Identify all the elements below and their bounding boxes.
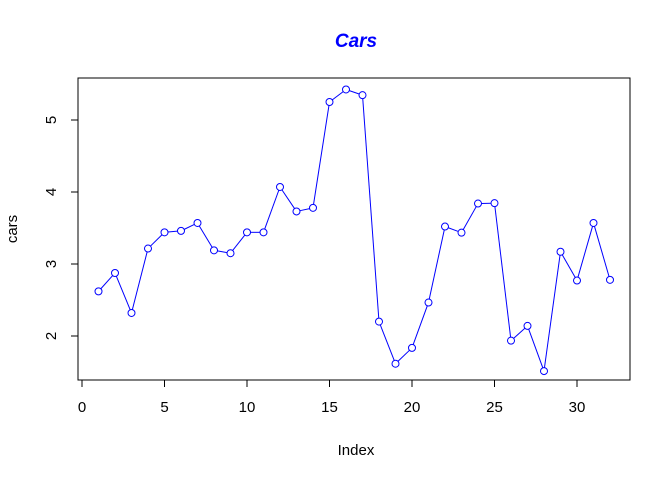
x-axis: 0 5 10 15 20 25 30 [78,379,586,416]
data-point [375,317,383,326]
data-point [226,249,235,258]
data-point [408,343,416,352]
data-point [358,91,367,100]
y-tick-label: 5 [43,116,60,124]
x-tick-label: 5 [160,399,168,416]
data-point [391,359,400,368]
x-tick-label: 0 [78,399,86,416]
data-point [276,182,284,191]
series-line-segment [513,327,526,339]
x-axis-label: Index [338,442,375,459]
y-axis-label: cars [4,215,21,243]
series-line-segment [313,105,330,205]
series-line-segment [593,226,610,277]
data-point [127,308,136,317]
y-tick-label: 3 [43,260,60,268]
data-point [457,228,466,237]
y-tick-label: 2 [43,332,60,340]
series-line-segment [232,234,246,251]
data-point [177,226,185,235]
y-axis: 2 3 4 5 [43,116,79,340]
series-line-segment [331,91,344,101]
data-series [94,85,614,376]
series-line-segment [183,224,195,230]
series-line-segment [150,234,163,247]
data-point [507,336,515,345]
data-point [210,246,218,255]
series-line-segment [428,229,445,300]
y-tick-label: 4 [43,188,60,196]
x-tick-label: 20 [404,399,421,416]
data-point [309,203,317,212]
series-line-segment [462,206,477,230]
series-line-segment [217,250,228,254]
data-point [259,228,268,237]
x-tick-label: 15 [321,399,338,416]
data-point [589,218,598,227]
series-line-segment [543,255,561,368]
data-point [474,199,482,208]
series-line-segment [198,225,213,248]
series-line-segment [494,206,512,338]
series-line-segment [281,189,295,209]
series-line-segment [362,98,380,319]
x-tick-label: 25 [486,399,503,416]
series-line-segment [379,324,395,361]
series-line-segment [528,329,544,368]
series-line-segment [397,349,410,362]
data-point [325,98,334,106]
series-line-segment [577,226,594,278]
data-point [342,85,350,94]
data-point [441,222,449,231]
series-line-segment [299,208,310,212]
data-point [160,228,169,237]
data-point [556,247,565,256]
series-line-segment [264,190,280,230]
series-line-segment [131,251,148,310]
series-line-segment [100,275,114,290]
data-point [94,287,103,296]
series-line-segment [349,90,360,95]
plot-frame [77,77,631,381]
series-line-segment [167,230,178,233]
data-point [523,321,532,330]
data-point [144,244,152,253]
x-tick-label: 30 [569,399,586,416]
series-line-segment [412,305,428,345]
data-point [606,275,614,284]
series-line-segment [448,227,459,232]
data-point [490,199,499,208]
data-point [193,218,202,227]
data-point [424,298,433,307]
x-tick-label: 10 [239,399,256,416]
series-line-segment [561,254,576,278]
data-point [540,367,548,376]
data-point [292,207,301,216]
series-line-segment [115,276,131,310]
data-point [243,228,251,237]
data-point [111,269,119,277]
data-point [573,276,581,285]
chart-title: Cars [335,31,377,52]
